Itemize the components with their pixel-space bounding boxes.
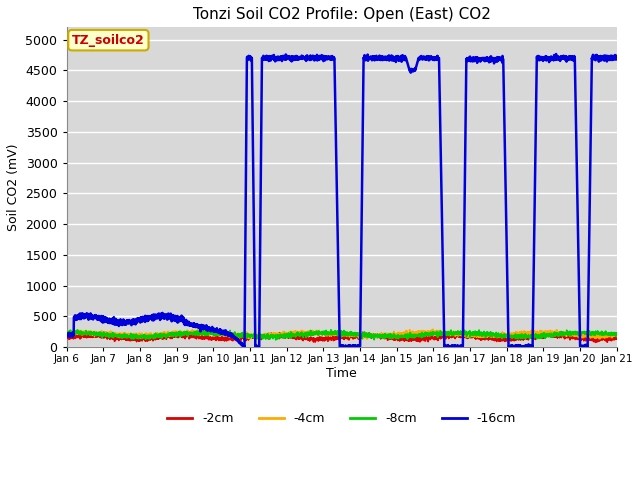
X-axis label: Time: Time: [326, 367, 357, 380]
Title: Tonzi Soil CO2 Profile: Open (East) CO2: Tonzi Soil CO2 Profile: Open (East) CO2: [193, 7, 491, 22]
Legend: -2cm, -4cm, -8cm, -16cm: -2cm, -4cm, -8cm, -16cm: [162, 408, 521, 430]
Y-axis label: Soil CO2 (mV): Soil CO2 (mV): [7, 144, 20, 231]
Text: TZ_soilco2: TZ_soilco2: [72, 34, 145, 47]
